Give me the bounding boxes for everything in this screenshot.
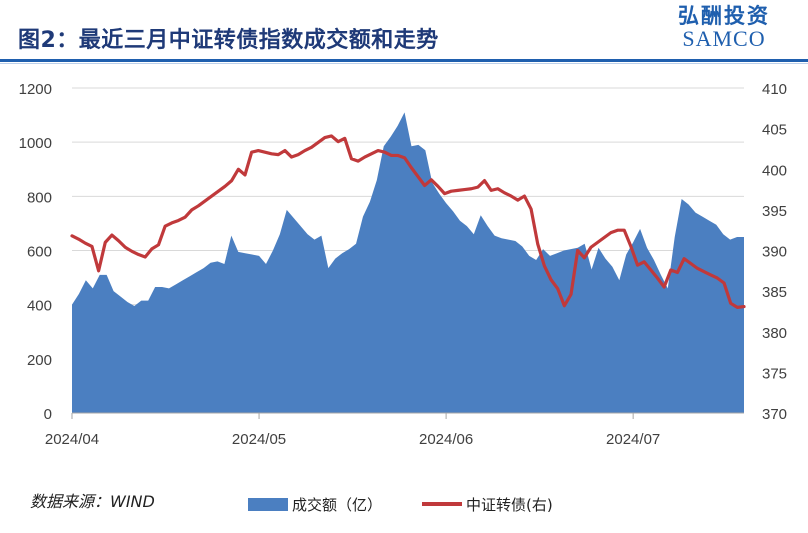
- index-line: [70, 134, 746, 309]
- legend-area-swatch: [248, 498, 288, 511]
- left-tick-label: 1000: [19, 135, 52, 152]
- left-tick-label: 600: [27, 244, 52, 261]
- right-tick-label: 395: [762, 203, 787, 220]
- legend-index-label: 中证转债(右): [466, 496, 553, 514]
- legend-index: 中证转债(右): [422, 494, 553, 515]
- logo-chinese: 弘酬投资: [678, 4, 770, 28]
- right-tick-label: 385: [762, 284, 787, 301]
- header: 图2：最近三月中证转债指数成交额和走势 弘酬投资 SAMCO: [0, 0, 808, 64]
- volume-area-series: [72, 112, 744, 413]
- right-tick-label: 370: [762, 406, 787, 423]
- header-rule-thin: [0, 63, 808, 64]
- right-tick-label: 400: [762, 162, 787, 179]
- x-tick-label: 2024/07: [606, 431, 660, 448]
- left-tick-label: 0: [44, 406, 52, 423]
- right-axis-labels: 370 375 380 385 390 395 400 405 410: [762, 81, 787, 423]
- x-axis-labels: 2024/04 2024/05 2024/06 2024/07: [45, 431, 660, 448]
- header-rule: [0, 59, 808, 62]
- left-axis-labels: 0 200 400 600 800 1000 1200: [19, 81, 52, 423]
- x-tick-label: 2024/06: [419, 431, 473, 448]
- right-tick-label: 375: [762, 365, 787, 382]
- page-title: 图2：最近三月中证转债指数成交额和走势: [18, 28, 439, 53]
- footer: 数据来源：WIND 成交额（亿） 中证转债(右): [0, 484, 808, 524]
- brand-logo: 弘酬投资 SAMCO: [658, 4, 790, 50]
- logo-english: SAMCO: [682, 26, 766, 51]
- index-line-series: [70, 134, 746, 309]
- volume-area: [72, 112, 744, 413]
- left-tick-label: 200: [27, 352, 52, 369]
- right-tick-label: 405: [762, 122, 787, 139]
- chart-canvas: 0 200 400 600 800 1000 1200 370 375 380 385 390 395…: [19, 81, 787, 448]
- right-tick-label: 380: [762, 325, 787, 342]
- right-tick-label: 410: [762, 81, 787, 98]
- axes: [71, 412, 744, 419]
- left-tick-label: 1200: [19, 81, 52, 98]
- legend-line-swatch: [422, 502, 462, 506]
- legend-volume-label: 成交额（亿）: [292, 496, 383, 514]
- x-tick-label: 2024/05: [232, 431, 286, 448]
- left-tick-label: 400: [27, 298, 52, 315]
- data-source: 数据来源：WIND: [30, 492, 155, 511]
- x-tick-label: 2024/04: [45, 431, 99, 448]
- right-tick-label: 390: [762, 244, 787, 261]
- left-tick-label: 800: [27, 189, 52, 206]
- legend-volume: 成交额（亿）: [248, 494, 382, 515]
